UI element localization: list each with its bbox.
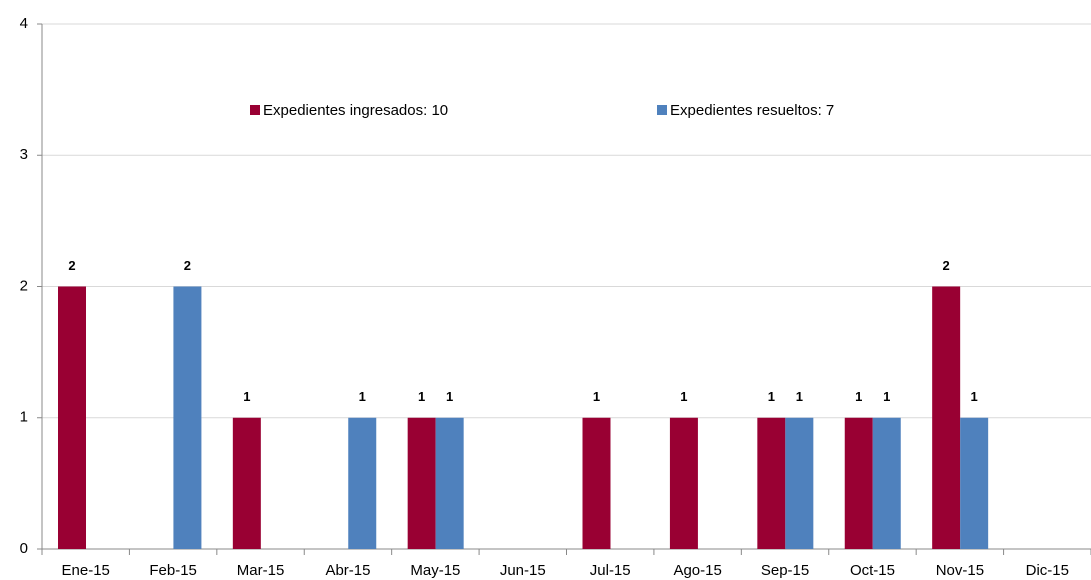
x-tick-label: Ene-15	[62, 562, 110, 579]
value-label: 1	[796, 389, 803, 404]
bar	[844, 417, 873, 549]
y-tick-label: 2	[20, 277, 28, 294]
bar	[960, 417, 989, 549]
value-label: 2	[184, 258, 191, 273]
y-tick-label: 3	[20, 146, 28, 163]
y-tick-label: 4	[20, 15, 28, 32]
legend-label: Expedientes resueltos: 7	[670, 102, 834, 119]
bar	[757, 417, 786, 549]
x-tick-label: Ago-15	[673, 562, 721, 579]
bar	[232, 417, 261, 549]
x-tick-label: Dic-15	[1026, 562, 1069, 579]
x-tick-label: May-15	[410, 562, 460, 579]
bar	[582, 417, 611, 549]
x-tick-label: Abr-15	[325, 562, 370, 579]
legend-label: Expedientes ingresados: 10	[263, 102, 448, 119]
bar	[348, 417, 377, 549]
value-label: 1	[768, 389, 775, 404]
value-label: 2	[68, 258, 75, 273]
value-label: 1	[680, 389, 687, 404]
value-label: 1	[855, 389, 862, 404]
x-tick-label: Oct-15	[850, 562, 895, 579]
value-label: 1	[359, 389, 366, 404]
x-tick-label: Jun-15	[500, 562, 546, 579]
legend-swatch	[657, 105, 667, 115]
bar	[435, 417, 464, 549]
value-label: 1	[883, 389, 890, 404]
x-tick-label: Feb-15	[149, 562, 197, 579]
x-tick-label: Nov-15	[936, 562, 984, 579]
x-tick-label: Jul-15	[590, 562, 631, 579]
value-label: 1	[418, 389, 425, 404]
value-label: 1	[243, 389, 250, 404]
x-tick-label: Sep-15	[761, 562, 809, 579]
y-tick-label: 1	[20, 409, 28, 426]
bar	[173, 286, 202, 549]
value-label: 1	[971, 389, 978, 404]
value-label: 1	[446, 389, 453, 404]
x-tick-label: Mar-15	[237, 562, 285, 579]
value-label: 1	[593, 389, 600, 404]
bar	[58, 286, 86, 549]
legend-swatch	[250, 105, 260, 115]
bar	[932, 286, 961, 549]
bar	[872, 417, 901, 549]
bar	[407, 417, 436, 549]
y-tick-label: 0	[20, 540, 28, 557]
bar	[669, 417, 698, 549]
bar	[785, 417, 814, 549]
value-label: 2	[943, 258, 950, 273]
